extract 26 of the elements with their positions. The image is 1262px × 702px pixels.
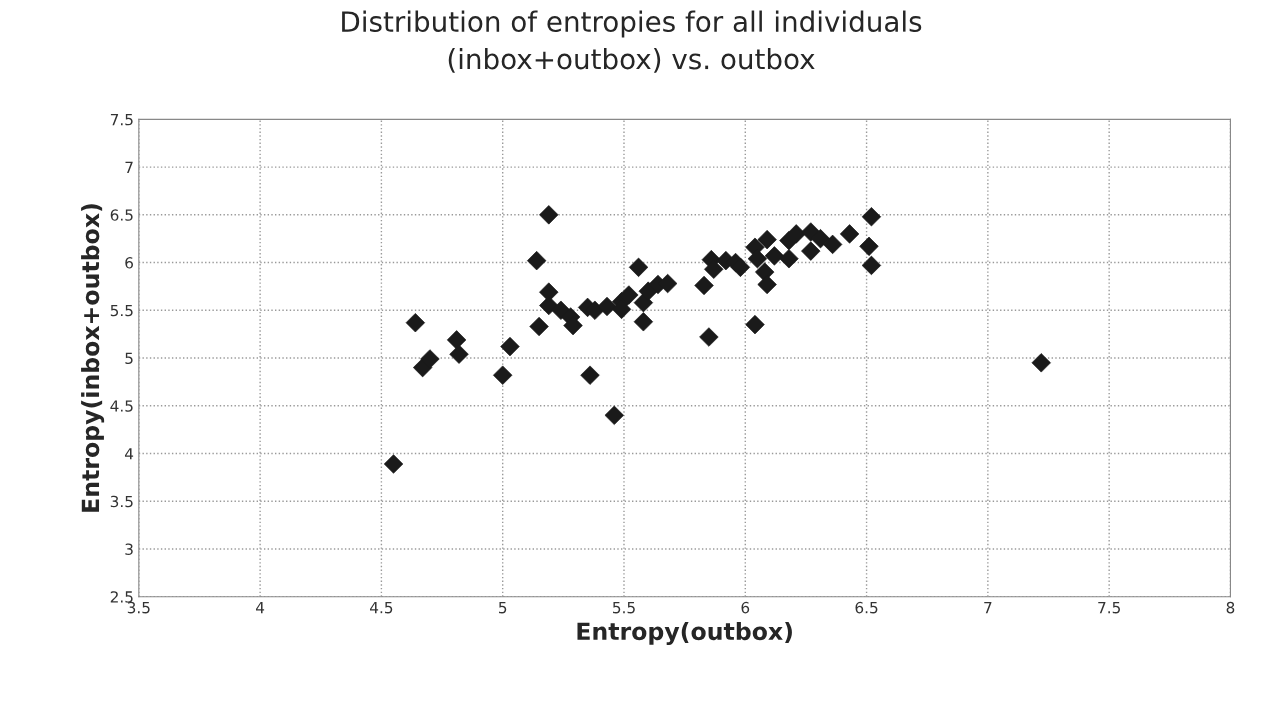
y-tick-label: 2.5: [110, 591, 133, 603]
x-tick-label: 6.5: [855, 601, 878, 614]
point: [861, 207, 882, 227]
y-tick-label: 3.5: [110, 495, 133, 508]
point: [619, 285, 639, 305]
y-tick-label: 7.5: [110, 114, 133, 126]
x-tick-label: 5: [499, 602, 507, 614]
x-axis-title: Entropy(outbox): [577, 621, 792, 645]
y-tick-label: 4.5: [110, 400, 133, 412]
y-tick-label: 4: [124, 448, 134, 460]
y-tick-label: 5.5: [110, 304, 133, 317]
y-tick-label: 3: [125, 543, 133, 555]
x-tick-label: 8: [1226, 601, 1235, 614]
x-tick-label: 7: [984, 602, 992, 614]
point: [861, 255, 882, 276]
y-tick-label: 6: [125, 257, 133, 269]
y-tick-label: 7: [125, 161, 133, 173]
y-tick-label: 6.5: [110, 209, 133, 221]
y-axis-title: Entropy(inbox+outbox): [81, 204, 105, 512]
x-tick-label: 7.5: [1098, 602, 1120, 614]
x-tick-label: 4: [256, 602, 265, 614]
x-tick-label: 6: [741, 601, 750, 614]
chart-title: Distribution of entropies for all individuals (inbox+outbox) vs. outbox: [342, 10, 922, 73]
x-tick-label: 5.5: [613, 602, 635, 614]
y-tick-label: 5: [125, 352, 133, 365]
x-tick-label: 4.5: [370, 602, 393, 614]
